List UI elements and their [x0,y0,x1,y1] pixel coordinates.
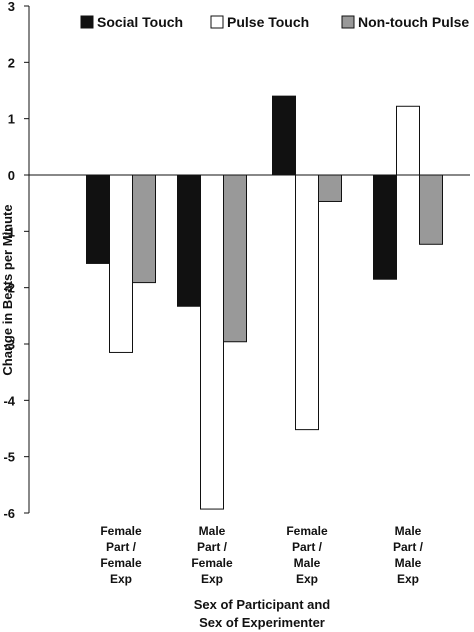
x-axis-title-line: Sex of Participant and [194,597,331,612]
bar-non-touch-pulse [318,174,342,202]
x-axis-title: Sex of Participant and Sex of Experimente… [194,597,331,630]
y-tick-label: -2 [3,281,15,296]
category-label: Female [286,524,328,538]
bar-social-touch [86,174,110,264]
category-label: Exp [296,572,318,586]
category-label: Exp [397,572,419,586]
bar-pulse-touch [295,174,319,431]
category-label: Part / [393,540,424,554]
bar-pulse-touch [109,174,133,353]
category-label: Part / [106,540,137,554]
category-label: Female [191,556,233,570]
category-label: Male [395,556,422,570]
legend-label-pulse-touch: Pulse Touch [227,14,309,30]
category-label: Male [199,524,226,538]
category-label: Male [294,556,321,570]
legend-swatch-pulse-touch [210,15,224,29]
category-label: Female [100,524,142,538]
category-label: Exp [201,572,223,586]
y-tick-label: -4 [3,393,15,408]
y-tick-label: -1 [3,224,15,239]
category-labels: Female Part / Female Exp Male Part / Female Exp… [100,524,423,586]
y-axis-ticks: 3 2 1 0 -1 -2 -3 -4 -5 -6 [3,0,29,521]
legend-swatch-non-touch-pulse [341,15,355,29]
bar-social-touch [272,95,296,176]
legend-swatch-social-touch [80,15,94,29]
category-label: Part / [292,540,323,554]
y-tick-label: 0 [8,168,15,183]
bar-non-touch-pulse [223,174,247,343]
bar-non-touch-pulse [419,174,443,245]
y-axis-title: Change in Beats per Minute [0,204,15,375]
bar-social-touch [373,174,397,280]
legend-label-non-touch-pulse: Non-touch Pulse [358,14,469,30]
y-tick-label: -3 [3,337,15,352]
bar-non-touch-pulse [132,174,156,284]
x-axis-title-line: Sex of Experimenter [199,615,325,630]
y-tick-label: 3 [8,0,15,14]
category-label: Female [100,556,142,570]
category-label: Part / [197,540,228,554]
y-tick-label: -5 [3,450,15,465]
bar-pulse-touch [200,174,224,510]
category-label: Male [395,524,422,538]
bar-pulse-touch [396,105,420,176]
y-tick-label: 2 [8,55,15,70]
y-tick-label: -6 [3,506,15,521]
bar-social-touch [177,174,201,307]
category-label: Exp [110,572,132,586]
y-tick-label: 1 [8,112,15,127]
bars [86,95,443,510]
legend: Social Touch Pulse Touch Non-touch Pulse [80,14,469,30]
legend-label-social-touch: Social Touch [97,14,183,30]
